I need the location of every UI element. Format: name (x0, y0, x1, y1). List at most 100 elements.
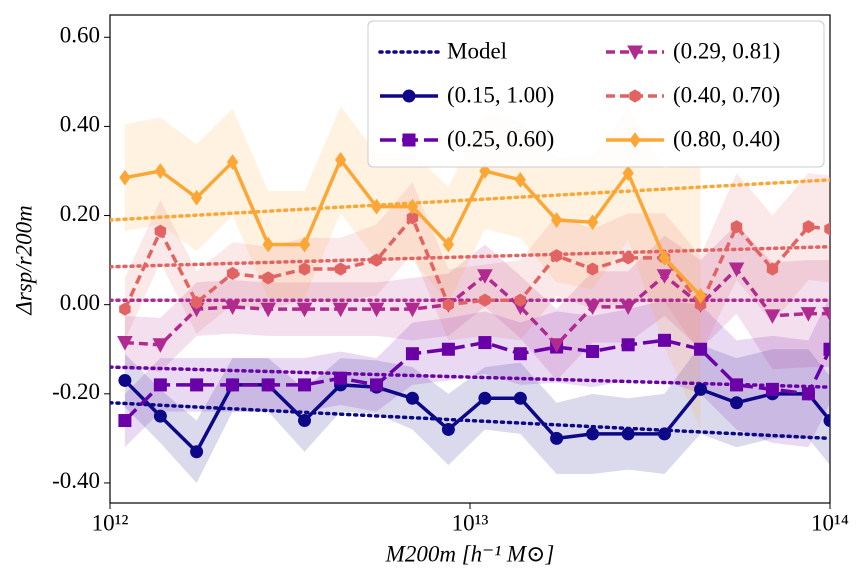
marker (298, 262, 311, 276)
marker (402, 89, 416, 103)
marker (658, 250, 671, 266)
x-tick-label: 10¹⁴ (811, 510, 849, 535)
marker (298, 378, 312, 392)
marker (334, 262, 347, 276)
marker (442, 236, 455, 253)
marker (118, 414, 132, 428)
marker (514, 172, 526, 188)
marker (370, 378, 384, 392)
marker (627, 45, 643, 61)
marker (658, 427, 672, 441)
legend-label: Model (447, 38, 507, 63)
marker (694, 342, 708, 356)
marker (550, 431, 564, 445)
marker (190, 378, 204, 392)
marker (478, 336, 492, 350)
marker (226, 378, 240, 392)
marker (658, 333, 672, 347)
x-tick-label: 10¹² (92, 510, 129, 535)
marker (118, 373, 132, 387)
legend-box (367, 20, 825, 168)
marker (823, 414, 830, 428)
marker (621, 427, 635, 441)
marker (801, 387, 815, 401)
marker (298, 236, 311, 253)
error-band (124, 344, 830, 483)
marker (405, 391, 419, 405)
marker (622, 251, 634, 265)
marker (548, 338, 565, 353)
y-tick-label: -0.20 (52, 379, 100, 404)
marker (370, 198, 383, 215)
marker (334, 371, 348, 385)
marker (117, 336, 133, 351)
y-tick-label: 0.60 (60, 23, 100, 48)
marker (190, 295, 203, 310)
marker (332, 302, 349, 318)
marker (406, 198, 419, 215)
error-band (124, 295, 830, 448)
marker (226, 266, 239, 281)
model-line (110, 244, 830, 269)
marker (514, 293, 527, 307)
error-band (124, 106, 701, 430)
marker (802, 220, 815, 234)
marker (368, 302, 385, 318)
x-axis-label: M200m [h⁻¹ M⊙] (385, 541, 555, 566)
marker (586, 262, 599, 276)
marker (226, 154, 239, 170)
marker (224, 300, 241, 315)
marker (694, 298, 707, 312)
marker (622, 165, 634, 182)
legend-label: (0.29, 0.81) (673, 38, 780, 63)
marker (586, 344, 600, 358)
marker (728, 262, 745, 278)
marker (629, 89, 641, 103)
marker (190, 445, 204, 459)
y-axis-label: Δrsp/r200m (11, 205, 36, 315)
marker (405, 347, 419, 361)
y-tick-label: 0.20 (60, 201, 100, 226)
marker (550, 249, 563, 263)
marker (119, 169, 131, 186)
legend-label: (0.15, 1.00) (447, 82, 554, 107)
marker (800, 307, 817, 322)
marker (334, 151, 347, 168)
legend-label: (0.80, 0.40) (673, 126, 780, 151)
marker (262, 236, 274, 253)
y-tick-label: -0.40 (52, 468, 100, 493)
legend-label: (0.40, 0.70) (673, 82, 780, 107)
y-tick-label: 0.40 (60, 112, 100, 137)
marker (822, 307, 830, 322)
marker (406, 211, 419, 225)
marker (153, 378, 167, 392)
marker (694, 287, 707, 304)
marker (764, 309, 781, 324)
marker (442, 298, 455, 312)
marker (477, 269, 493, 284)
marker (441, 342, 455, 356)
marker (656, 269, 673, 284)
error-band (124, 173, 830, 354)
marker (441, 422, 455, 436)
x-tick-label: 10¹³ (452, 510, 489, 535)
marker (261, 378, 275, 392)
marker (119, 302, 131, 316)
marker (621, 338, 635, 352)
marker (513, 347, 527, 361)
marker (694, 382, 708, 396)
marker (479, 293, 491, 307)
plot-area (110, 106, 830, 483)
marker (154, 224, 167, 238)
marker (296, 302, 313, 318)
y-tick-label: 0.00 (60, 290, 100, 315)
marker (629, 132, 641, 148)
legend-label: (0.25, 0.60) (447, 126, 554, 151)
marker (550, 212, 563, 228)
marker (262, 271, 274, 285)
marker (402, 133, 416, 147)
marker (298, 414, 312, 428)
marker (824, 222, 830, 236)
marker (404, 302, 421, 318)
